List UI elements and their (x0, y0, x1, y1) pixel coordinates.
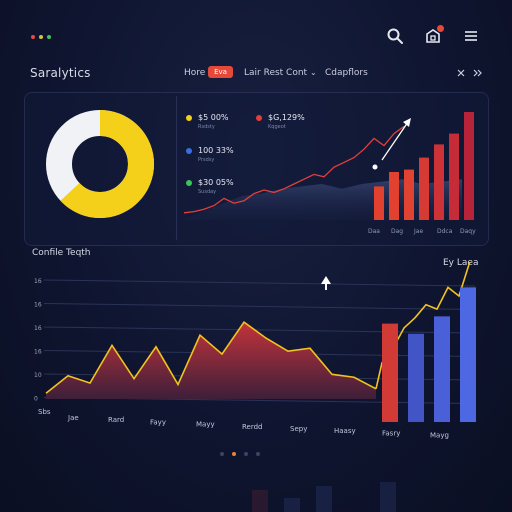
notification-badge (437, 25, 444, 32)
bar (408, 333, 424, 422)
x-tick-label: Rard (108, 416, 124, 424)
legend-value: 100 33% (198, 146, 234, 155)
bar (434, 144, 444, 220)
grid-line (43, 303, 476, 310)
bar (382, 323, 398, 422)
legend-sub: Prsdsy (198, 157, 215, 163)
window-dot[interactable] (47, 35, 51, 39)
pager-dot[interactable] (256, 452, 260, 456)
bar (449, 133, 459, 220)
chevron-down-icon[interactable]: ⌄ (310, 68, 317, 77)
search-icon[interactable] (386, 27, 404, 45)
pager-dot[interactable] (244, 452, 248, 456)
bar (434, 316, 450, 422)
x-tick-label: Jae (67, 414, 79, 422)
grid-line (43, 279, 476, 287)
x-tick-label: Fasry (382, 429, 400, 437)
x-tick-label: Ddca (437, 228, 453, 235)
area-fill (46, 322, 376, 399)
arrow-head-icon (403, 118, 411, 127)
pager-dot[interactable] (220, 452, 224, 456)
legend-value: $5 00% (198, 113, 229, 122)
menu-icon[interactable] (462, 27, 480, 45)
reflection-bars (252, 482, 396, 512)
pager-dot[interactable] (232, 452, 236, 456)
legend-dot (186, 180, 192, 186)
chart-title: Confile Teqth (32, 248, 91, 258)
cart-icon[interactable] (424, 27, 442, 45)
y-tick-label: 10 (34, 372, 42, 379)
top-trend-chart: Daa Dag Jae Ddca Daqy (182, 112, 476, 235)
legend-sub: Kqgeot (268, 124, 286, 130)
donut-chart (46, 110, 154, 218)
legend-sub: Susday (198, 189, 217, 195)
grid-line (43, 326, 476, 334)
row-label: Sbs (38, 408, 51, 416)
trend-arrow (381, 121, 409, 161)
bar (389, 172, 399, 220)
nav-item-collections[interactable]: Cdapflors (325, 68, 368, 78)
bar (419, 157, 429, 220)
legend-dot (256, 115, 262, 121)
legend-sub: Rsdsty (198, 124, 215, 130)
arrow-up-icon (321, 276, 331, 284)
bar (460, 287, 476, 422)
window-dot[interactable] (31, 35, 35, 39)
expand-icon[interactable] (456, 67, 484, 79)
x-tick-label: Dag (391, 228, 403, 235)
nav-pill-badge[interactable]: Eva (208, 66, 233, 78)
x-tick-label: Mayg (430, 432, 449, 440)
y-tick-label: 16 (34, 302, 42, 309)
x-tick-label: Daa (368, 228, 380, 235)
y-tick-label: 16 (34, 278, 42, 285)
x-tick-label: Rerdd (242, 423, 263, 431)
bar (464, 112, 474, 220)
x-tick-label: Fayy (150, 418, 166, 426)
y-tick-label: 16 (34, 325, 42, 332)
y-tick-label: 0 (34, 396, 38, 403)
bar (374, 186, 384, 220)
legend-dot (186, 148, 192, 154)
brand-title: Saralytics (30, 66, 91, 80)
nav-home[interactable]: Hore (184, 68, 206, 78)
x-tick-label: Mayy (196, 421, 215, 429)
chart-side-label: Ey Laea (443, 258, 479, 268)
legend-value: $G,129% (268, 113, 305, 122)
x-tick-label: Sepy (290, 425, 307, 433)
legend-dot (186, 115, 192, 121)
trend-line (183, 125, 405, 214)
x-tick-label: Haasy (334, 427, 356, 435)
bar (404, 169, 414, 220)
nav-item-rest[interactable]: Lair Rest Cont (244, 68, 308, 78)
x-tick-label: Jae (413, 228, 423, 235)
x-tick-label: Daqy (460, 228, 476, 235)
area-line (45, 321, 377, 394)
window-dot[interactable] (39, 35, 43, 39)
legend-value: $30 05% (198, 178, 234, 187)
divider (176, 96, 177, 240)
y-tick-label: 16 (34, 349, 42, 356)
data-point (372, 164, 378, 170)
